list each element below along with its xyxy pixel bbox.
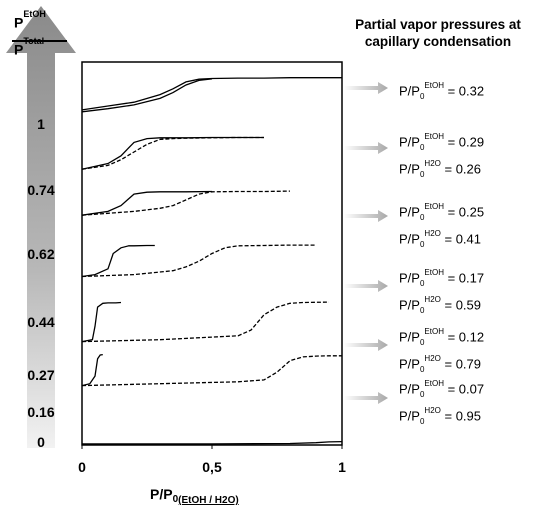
callout-arrow-1 <box>344 82 388 94</box>
x-tick-label-0-5: 0,5 <box>202 459 222 475</box>
series-layer <box>81 77 343 445</box>
isotherm-curve-10 <box>81 353 103 387</box>
ratio-arrow-shape <box>6 6 76 448</box>
ratio-label-0-27: 0.27 <box>27 367 55 383</box>
isotherm-curve-4 <box>81 190 213 216</box>
annotation-4: P/P0EtOH = 0.17 P/P0H2O = 0.59 <box>399 268 485 315</box>
ratio-label-1: 1 <box>37 116 45 132</box>
ratio-denominator: PTotal <box>14 36 45 58</box>
callout-arrow-4 <box>344 280 388 292</box>
ratio-fraction-bar <box>12 40 67 42</box>
x-tick-label-0: 0 <box>78 459 86 475</box>
isotherm-curve-6 <box>81 244 155 278</box>
annotation-5: P/P0EtOH = 0.12 P/P0H2O = 0.79 <box>399 327 485 374</box>
isotherm-curve-0 <box>81 77 342 111</box>
isotherm-curve-3 <box>81 136 264 170</box>
x-tick-label-1: 1 <box>338 459 346 475</box>
x-axis-label: P/P0(EtOH / H2O) <box>150 486 239 506</box>
annotation-3: P/P0EtOH = 0.25 P/P0H2O = 0.41 <box>399 202 485 249</box>
callout-arrow-3 <box>344 210 388 222</box>
isotherm-curve-9 <box>81 301 330 343</box>
legend-title: Partial vapor pressures at capillary con… <box>355 17 521 49</box>
isotherm-curve-2 <box>81 136 264 170</box>
annotation-1: P/P0EtOH = 0.32 <box>399 81 485 101</box>
isotherm-curve-5 <box>81 190 291 216</box>
callout-arrow-5 <box>344 339 388 351</box>
ratio-label-0-16: 0.16 <box>27 404 55 420</box>
ratio-label-0: 0 <box>37 434 45 450</box>
callout-arrow-6 <box>344 392 388 404</box>
isotherm-curve-12 <box>82 440 343 445</box>
x-tick-marks <box>81 445 343 449</box>
ratio-label-0-74: 0.74 <box>27 182 55 198</box>
annotation-2: P/P0EtOH = 0.29 P/P0H2O = 0.26 <box>399 132 485 179</box>
annotation-6: P/P0EtOH = 0.07 P/P0H2O = 0.95 <box>399 379 485 426</box>
isotherm-curve-1 <box>81 78 213 113</box>
ratio-label-0-62: 0.62 <box>27 246 55 262</box>
isotherm-curve-8 <box>81 301 122 343</box>
ratio-label-0-44: 0.44 <box>27 314 55 330</box>
ratio-numerator: PEtOH <box>14 9 46 31</box>
callout-arrow-2 <box>344 142 388 154</box>
isotherm-curve-7 <box>81 244 316 278</box>
